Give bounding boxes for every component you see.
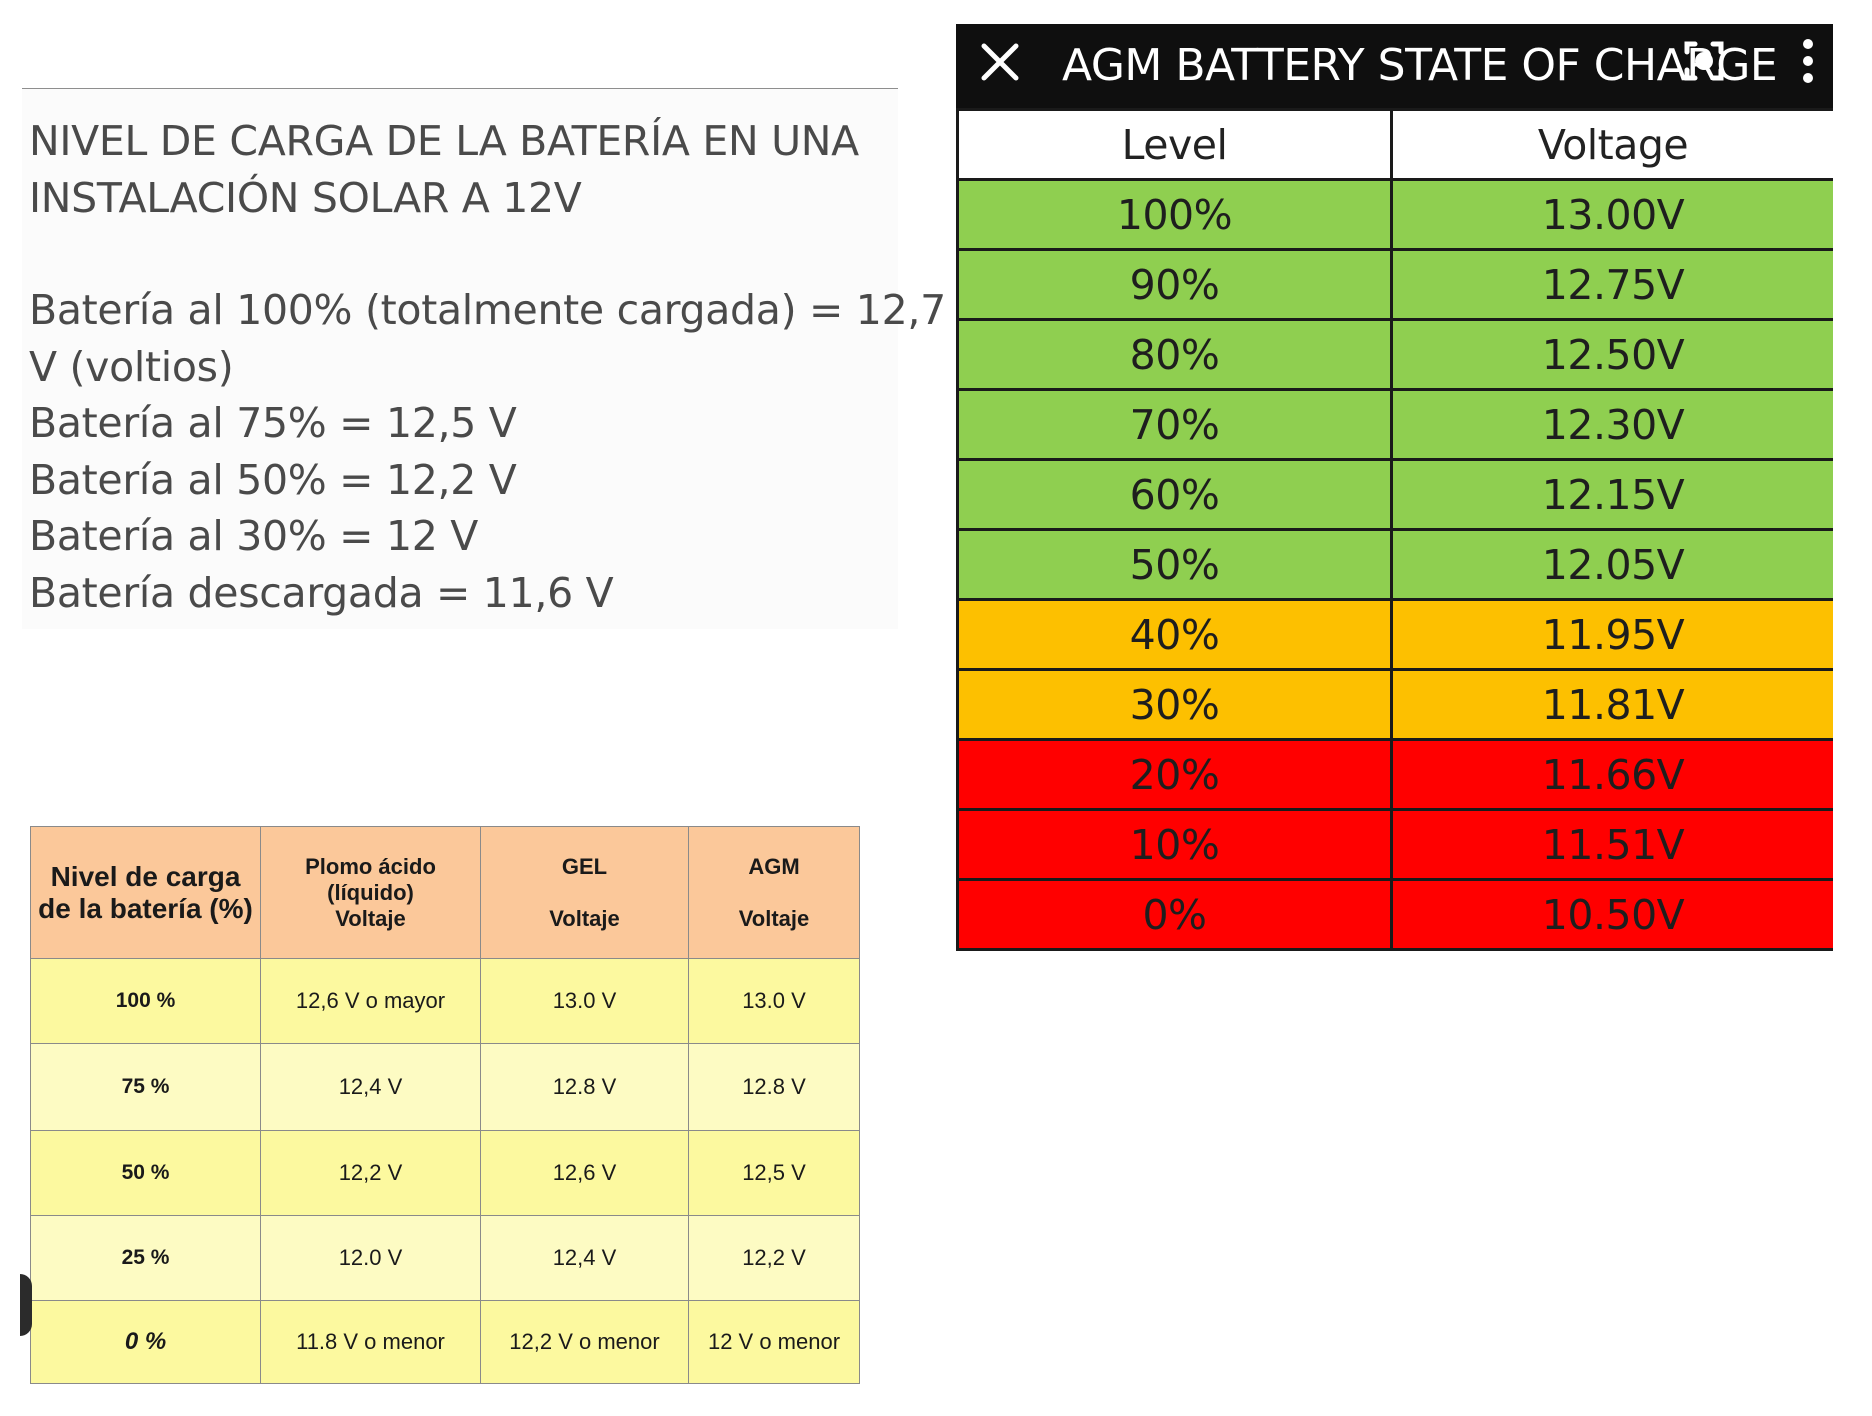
gel-cell: 12,4 V bbox=[480, 1215, 689, 1301]
agm-voltage-cell: 12.05V bbox=[1390, 528, 1833, 601]
agm-state-of-charge-table: Level Voltage 100% 13.00V 90% 12.75V 80%… bbox=[956, 108, 1833, 951]
agm-voltage-cell: 11.51V bbox=[1390, 808, 1833, 881]
agm-row: 100% 13.00V bbox=[956, 178, 1833, 251]
agm-level-cell: 100% bbox=[956, 178, 1393, 251]
agm-level-cell: 40% bbox=[956, 598, 1393, 671]
comparison-row: 0 % 11.8 V o menor 12,2 V o menor 12 V o… bbox=[30, 1300, 860, 1384]
header-lead-acid-line-1: Plomo ácido bbox=[305, 853, 436, 879]
agm-row: 30% 11.81V bbox=[956, 668, 1833, 741]
comparison-row: 25 % 12.0 V 12,4 V 12,2 V bbox=[30, 1215, 860, 1301]
header-gel-line-2: Voltaje bbox=[549, 905, 620, 931]
lead-acid-cell: 12,4 V bbox=[260, 1043, 481, 1131]
agm-header-row: Level Voltage bbox=[956, 108, 1833, 181]
agm-header-level: Level bbox=[956, 108, 1393, 181]
charge-level-cell: 0 % bbox=[30, 1300, 261, 1384]
comparison-header-row: Nivel de carga de la batería (%) Plomo á… bbox=[30, 826, 860, 959]
agm-voltage-cell: 12.15V bbox=[1390, 458, 1833, 531]
agm-voltage-cell: 11.66V bbox=[1390, 738, 1833, 811]
header-agm: AGM Voltaje bbox=[688, 826, 860, 959]
top-divider bbox=[22, 88, 898, 89]
header-gel-line-1: GEL bbox=[561, 853, 608, 879]
agm-level-cell: 20% bbox=[956, 738, 1393, 811]
agm-cell: 13.0 V bbox=[688, 958, 860, 1044]
viewer-toolbar: AGM BATTERY STATE OF CHARGE bbox=[956, 24, 1833, 108]
gel-cell: 12,6 V bbox=[480, 1130, 689, 1216]
agm-level-cell: 10% bbox=[956, 808, 1393, 881]
header-agm-line-2: Voltaje bbox=[738, 905, 810, 931]
gel-cell: 13.0 V bbox=[480, 958, 689, 1044]
agm-voltage-cell: 10.50V bbox=[1390, 878, 1833, 951]
text-body-line-3: Batería al 75% = 12,5 V bbox=[29, 399, 517, 447]
lead-acid-cell: 11.8 V o menor bbox=[260, 1300, 481, 1384]
gel-cell: 12.8 V bbox=[480, 1043, 689, 1131]
more-vertical-icon[interactable] bbox=[1786, 30, 1830, 100]
agm-voltage-cell: 12.30V bbox=[1390, 388, 1833, 461]
agm-voltage-cell: 11.95V bbox=[1390, 598, 1833, 671]
agm-level-cell: 80% bbox=[956, 318, 1393, 391]
header-lead-acid-line-3: Voltaje bbox=[335, 905, 406, 931]
text-title-line-2: INSTALACIÓN SOLAR A 12V bbox=[29, 173, 582, 222]
header-gel-spacer bbox=[481, 880, 688, 906]
agm-level-cell: 60% bbox=[956, 458, 1393, 531]
agm-cell: 12.8 V bbox=[688, 1043, 860, 1131]
text-title-line-1: NIVEL DE CARGA DE LA BATERÍA EN UNA bbox=[29, 117, 859, 165]
battery-type-comparison-table: Nivel de carga de la batería (%) Plomo á… bbox=[30, 826, 860, 1384]
agm-row: 20% 11.66V bbox=[956, 738, 1833, 811]
text-spacer bbox=[29, 226, 897, 282]
solar-battery-text-panel: NIVEL DE CARGA DE LA BATERÍA EN UNA INST… bbox=[22, 89, 946, 629]
agm-level-cell: 70% bbox=[956, 388, 1393, 461]
lens-icon[interactable] bbox=[1669, 26, 1739, 96]
comparison-row: 75 % 12,4 V 12.8 V 12.8 V bbox=[30, 1043, 860, 1131]
header-lead-acid: Plomo ácido (líquido) Voltaje bbox=[260, 826, 481, 959]
side-drag-handle[interactable] bbox=[20, 1274, 32, 1336]
agm-row: 0% 10.50V bbox=[956, 878, 1833, 951]
agm-chart-title: AGM BATTERY STATE OF CHARGE bbox=[1062, 40, 1778, 91]
agm-level-cell: 30% bbox=[956, 668, 1393, 741]
text-body-line-4: Batería al 50% = 12,2 V bbox=[29, 455, 517, 504]
header-charge-level: Nivel de carga de la batería (%) bbox=[30, 826, 261, 959]
agm-voltage-cell: 12.50V bbox=[1390, 318, 1833, 391]
agm-row: 70% 12.30V bbox=[956, 388, 1833, 461]
agm-image-viewer: AGM BATTERY STATE OF CHARGE Level Vol bbox=[956, 24, 1833, 967]
text-body-line-2: V (voltios) bbox=[29, 342, 234, 391]
header-gel: GEL Voltaje bbox=[480, 826, 689, 959]
agm-header-voltage: Voltage bbox=[1390, 108, 1833, 181]
close-icon[interactable] bbox=[970, 32, 1030, 92]
text-body-line-1: Batería al 100% (totalmente cargada) = 1… bbox=[29, 286, 946, 334]
gel-cell: 12,2 V o menor bbox=[480, 1300, 689, 1384]
agm-cell: 12,2 V bbox=[688, 1215, 860, 1301]
charge-level-cell: 75 % bbox=[30, 1043, 261, 1131]
agm-row: 60% 12.15V bbox=[956, 458, 1833, 531]
agm-level-cell: 50% bbox=[956, 528, 1393, 601]
text-body-line-6: Batería descargada = 11,6 V bbox=[29, 568, 614, 617]
header-agm-line-1: AGM bbox=[748, 853, 800, 879]
agm-voltage-cell: 11.81V bbox=[1390, 668, 1833, 741]
agm-row: 50% 12.05V bbox=[956, 528, 1833, 601]
agm-voltage-cell: 13.00V bbox=[1390, 178, 1833, 251]
text-body-line-5: Batería al 30% = 12 V bbox=[29, 512, 479, 560]
agm-cell: 12,5 V bbox=[688, 1130, 860, 1216]
charge-level-cell: 50 % bbox=[30, 1130, 261, 1216]
agm-level-cell: 0% bbox=[956, 878, 1393, 951]
agm-level-cell: 90% bbox=[956, 248, 1393, 321]
lead-acid-cell: 12,6 V o mayor bbox=[260, 958, 481, 1044]
agm-row: 80% 12.50V bbox=[956, 318, 1833, 391]
charge-level-cell: 100 % bbox=[30, 958, 261, 1044]
agm-cell: 12 V o menor bbox=[688, 1300, 860, 1384]
agm-voltage-cell: 12.75V bbox=[1390, 248, 1833, 321]
comparison-row: 100 % 12,6 V o mayor 13.0 V 13.0 V bbox=[30, 958, 860, 1044]
agm-row: 40% 11.95V bbox=[956, 598, 1833, 671]
comparison-row: 50 % 12,2 V 12,6 V 12,5 V bbox=[30, 1130, 860, 1216]
charge-level-cell: 25 % bbox=[30, 1215, 261, 1301]
header-agm-spacer bbox=[689, 880, 859, 906]
header-lead-acid-line-2: (líquido) bbox=[327, 879, 414, 905]
solar-battery-text: NIVEL DE CARGA DE LA BATERÍA EN UNA INST… bbox=[29, 113, 946, 621]
agm-row: 90% 12.75V bbox=[956, 248, 1833, 321]
lead-acid-cell: 12.0 V bbox=[260, 1215, 481, 1301]
lead-acid-cell: 12,2 V bbox=[260, 1130, 481, 1216]
agm-row: 10% 11.51V bbox=[956, 808, 1833, 881]
